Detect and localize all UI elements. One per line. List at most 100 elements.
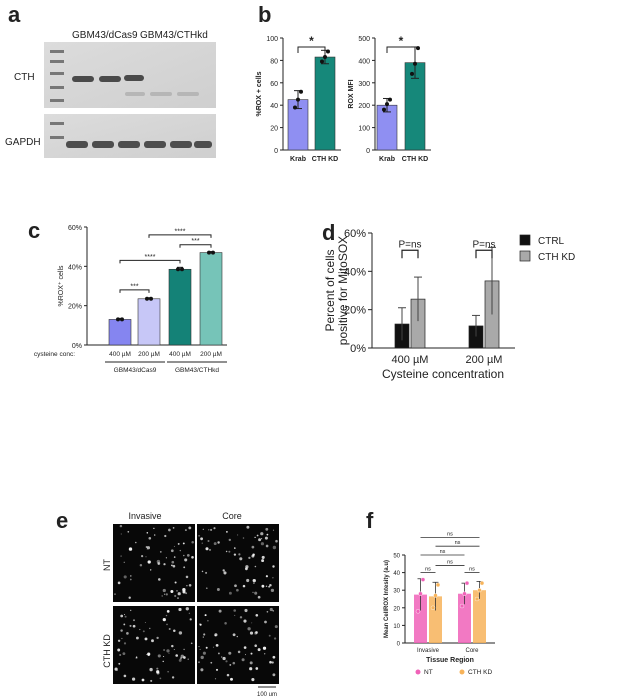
bar (414, 594, 427, 643)
group-label: GBM43/dCas9 (114, 367, 157, 374)
cell-speckle (268, 585, 271, 588)
cell-speckle (185, 607, 189, 611)
cell-speckle (171, 644, 174, 648)
cell-speckle (150, 569, 152, 571)
data-point (413, 61, 417, 66)
cell-speckle (222, 569, 225, 572)
y-tick-label: 40 (393, 571, 400, 577)
cell-speckle (119, 524, 123, 528)
cell-speckle (128, 596, 131, 599)
cell-speckle (156, 670, 160, 674)
cell-speckle (168, 652, 170, 654)
cell-speckle (182, 542, 185, 545)
cell-speckle (221, 656, 223, 658)
cell-speckle (252, 578, 256, 583)
cell-speckle (254, 644, 257, 647)
micro-col-core: Core (222, 511, 242, 521)
cell-speckle (265, 544, 269, 548)
significance-label: *** (191, 238, 199, 245)
cell-speckle (272, 655, 276, 659)
cell-speckle (123, 623, 126, 626)
cell-speckle (187, 658, 189, 660)
significance-bracket (401, 249, 419, 259)
cell-speckle (144, 637, 148, 641)
cell-speckle (188, 584, 192, 587)
cell-speckle (146, 653, 148, 656)
cell-speckle (177, 542, 180, 545)
cell-speckle (261, 584, 265, 588)
cell-speckle (178, 631, 183, 635)
cell-speckle (249, 661, 253, 665)
cell-speckle (176, 590, 178, 592)
cell-speckle (201, 542, 204, 544)
chart-c-rox-positive: 0% 20% 40% 60% 400 µM 200 µM 400 µM 200 µM cyste… (34, 225, 227, 374)
cell-speckle (266, 533, 269, 536)
cell-speckle (141, 555, 144, 558)
data-point (416, 46, 420, 51)
legend-marker (459, 669, 465, 675)
cell-speckle (170, 549, 174, 553)
cell-speckle (254, 536, 256, 539)
x-tick-label: 200 µM (138, 351, 160, 358)
cell-speckle (265, 585, 268, 587)
cell-speckle (233, 553, 237, 556)
cell-speckle (214, 633, 218, 637)
cell-speckle (141, 678, 145, 682)
cell-speckle (185, 575, 189, 579)
data-point (296, 97, 300, 102)
ladder-bands (50, 50, 64, 139)
cell-speckle (159, 677, 162, 680)
cell-speckle (123, 575, 127, 579)
cell-speckle (274, 637, 277, 640)
cell-speckle (257, 648, 261, 652)
cell-speckle (272, 545, 277, 550)
cell-speckle (179, 549, 181, 552)
cell-speckle (145, 546, 148, 548)
cell-speckle (213, 542, 217, 546)
cell-speckle (191, 555, 194, 559)
micro-row-cthkd: CTH KD (102, 634, 112, 668)
cell-speckle (274, 625, 278, 629)
cell-speckle (218, 609, 222, 613)
y-tick-label: 400 (358, 58, 370, 65)
x-tick-label: Krab (290, 156, 306, 163)
cell-speckle (142, 630, 145, 633)
cell-speckle (173, 629, 176, 632)
cell-speckle (198, 661, 200, 664)
cell-speckle (122, 652, 126, 655)
data-point (435, 582, 441, 588)
cell-speckle (245, 567, 248, 571)
blot-group-label-dcas9: GBM43/dCas9 (72, 30, 138, 41)
cell-speckle (184, 558, 188, 562)
cell-speckle (120, 614, 124, 618)
cell-speckle (251, 545, 255, 549)
cell-speckle (174, 581, 177, 584)
x-axis-label: Tissue Region (426, 657, 474, 664)
cell-speckle (269, 583, 272, 587)
group-label: GBM43/CTHkd (175, 367, 219, 374)
chart-b-rox-percent: 0 20 40 60 80 100 Krab CTH KD * %ROX + cells (256, 34, 341, 163)
significance-bracket (148, 234, 212, 238)
significance-bracket (475, 249, 493, 259)
cell-speckle (256, 534, 259, 537)
cell-speckle (202, 636, 204, 638)
cell-speckle (153, 534, 156, 536)
cell-speckle (247, 627, 251, 631)
cell-speckle (157, 654, 161, 658)
data-point (459, 603, 465, 609)
cell-speckle (210, 661, 213, 664)
y-axis-label: %ROX + cells (256, 71, 263, 116)
cell-speckle (114, 667, 118, 671)
cell-speckle (183, 648, 185, 651)
cell-speckle (130, 609, 132, 612)
y-tick-label: 0 (366, 148, 370, 155)
cell-speckle (228, 550, 231, 553)
cell-speckle (244, 608, 248, 613)
bar (199, 252, 223, 346)
cell-speckle (269, 607, 273, 612)
cell-speckle (236, 635, 238, 638)
cell-speckle (145, 556, 147, 558)
cell-speckle (177, 592, 181, 596)
cell-speckle (183, 566, 186, 569)
cell-speckle (161, 595, 163, 597)
